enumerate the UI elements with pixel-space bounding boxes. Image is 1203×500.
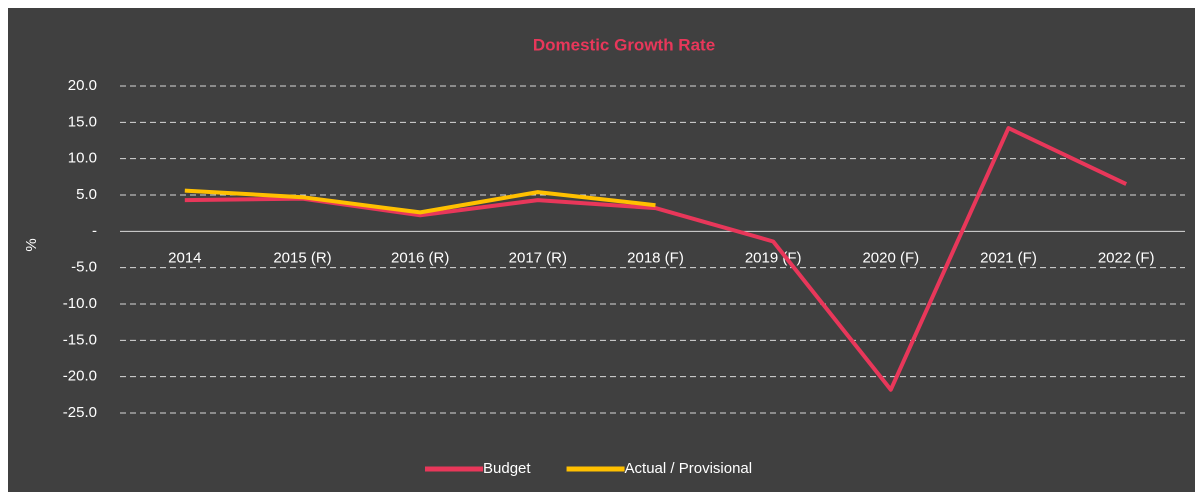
- x-tick-label: 2021 (F): [980, 249, 1037, 266]
- x-tick-label: 2015 (R): [273, 249, 331, 266]
- y-axis-label: %: [23, 238, 40, 251]
- y-tick-label: 10.0: [68, 150, 97, 167]
- chart-background: [8, 8, 1195, 492]
- y-tick-label: -20.0: [63, 368, 97, 385]
- x-tick-label: 2016 (R): [391, 249, 449, 266]
- y-tick-label: 15.0: [68, 113, 97, 130]
- x-tick-label: 2020 (F): [862, 249, 919, 266]
- legend-label: Budget: [483, 460, 531, 477]
- y-tick-label: 5.0: [76, 186, 97, 203]
- legend-label: Actual / Provisional: [625, 460, 753, 477]
- x-tick-label: 2022 (F): [1098, 249, 1155, 266]
- y-tick-label: 20.0: [68, 77, 97, 94]
- x-tick-label: 2017 (R): [509, 249, 567, 266]
- x-tick-label: 2018 (F): [627, 249, 684, 266]
- y-tick-label: -15.0: [63, 331, 97, 348]
- chart-title: Domestic Growth Rate: [533, 35, 715, 54]
- y-tick-label: -5.0: [71, 259, 97, 276]
- x-tick-label: 2014: [168, 249, 201, 266]
- y-tick-label: -: [92, 222, 97, 239]
- y-tick-label: -25.0: [63, 404, 97, 421]
- series-line: [184, 188, 656, 215]
- y-tick-label: -10.0: [63, 295, 97, 312]
